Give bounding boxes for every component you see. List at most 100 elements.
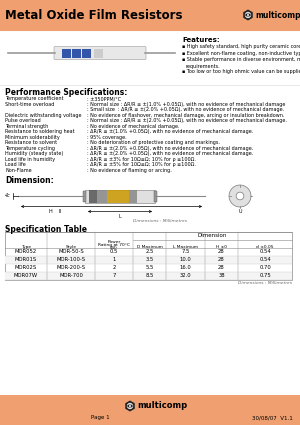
Text: Terminal strength: Terminal strength bbox=[5, 124, 48, 128]
Text: 2: 2 bbox=[112, 265, 116, 270]
Text: multicomp: multicomp bbox=[255, 11, 300, 20]
Text: MOR052: MOR052 bbox=[15, 249, 37, 254]
Text: Power: Power bbox=[107, 240, 121, 244]
Bar bbox=[82, 48, 91, 57]
Text: L: L bbox=[118, 213, 122, 218]
Text: Dimension:: Dimension: bbox=[5, 176, 54, 185]
Text: : ΔR/R ≤ ±(1.0% +0.05Ω), with no evidence of mechanical damage.: : ΔR/R ≤ ±(1.0% +0.05Ω), with no evidenc… bbox=[87, 129, 253, 134]
Ellipse shape bbox=[245, 14, 251, 17]
Text: 28: 28 bbox=[218, 265, 225, 270]
Circle shape bbox=[127, 403, 133, 409]
Bar bbox=[154, 190, 157, 201]
Bar bbox=[97, 190, 107, 202]
Text: Temperature coefficient: Temperature coefficient bbox=[5, 96, 64, 101]
FancyBboxPatch shape bbox=[54, 46, 146, 60]
Text: 0.75: 0.75 bbox=[259, 273, 271, 278]
Bar bbox=[107, 190, 119, 202]
Text: Specification Table: Specification Table bbox=[5, 224, 87, 233]
Text: : No evidence of mechanical damage.: : No evidence of mechanical damage. bbox=[87, 124, 179, 128]
Text: H ±0: H ±0 bbox=[216, 245, 227, 249]
Circle shape bbox=[236, 192, 244, 200]
Text: Dimensions : Millimetres: Dimensions : Millimetres bbox=[133, 218, 187, 223]
Text: requirements.: requirements. bbox=[186, 63, 220, 68]
Text: 3.5: 3.5 bbox=[146, 257, 154, 262]
Text: 0.54: 0.54 bbox=[259, 249, 271, 254]
Text: 5.5: 5.5 bbox=[145, 265, 154, 270]
Text: Rating at 70°C: Rating at 70°C bbox=[98, 243, 130, 247]
Circle shape bbox=[229, 185, 251, 207]
Text: Humidity (steady state): Humidity (steady state) bbox=[5, 151, 63, 156]
Text: Page 1: Page 1 bbox=[91, 415, 109, 420]
Text: L Maximum: L Maximum bbox=[173, 245, 198, 249]
Text: 7.5: 7.5 bbox=[181, 249, 190, 254]
Circle shape bbox=[129, 405, 131, 407]
Text: (W): (W) bbox=[110, 246, 118, 250]
Text: 30/08/07  V1.1: 30/08/07 V1.1 bbox=[252, 415, 293, 420]
Text: Style: Style bbox=[65, 245, 76, 249]
Text: Dimensions : Millimetres: Dimensions : Millimetres bbox=[238, 281, 292, 286]
Bar bbox=[83, 190, 86, 201]
Text: Performance Specifications:: Performance Specifications: bbox=[5, 88, 127, 97]
Bar bbox=[62, 48, 71, 57]
Text: D Maximum: D Maximum bbox=[136, 245, 162, 249]
Text: : Small size  : ΔR/R ≤ ±(2.0% +0.05Ω), with no evidence of mechanical damage.: : Small size : ΔR/R ≤ ±(2.0% +0.05Ω), wi… bbox=[87, 107, 284, 112]
Text: 4c: 4c bbox=[5, 193, 11, 198]
Text: ▪ High safety standard, high purity ceramic core.: ▪ High safety standard, high purity cera… bbox=[182, 44, 300, 49]
Text: : ±350PPM/°C: : ±350PPM/°C bbox=[87, 96, 121, 101]
Text: : ΔR/R ≤ ±3% for 10Ω≤Ω; 10% for ρ ≥100Ω.: : ΔR/R ≤ ±3% for 10Ω≤Ω; 10% for ρ ≥100Ω. bbox=[87, 156, 196, 162]
Text: ▪ Stable performance in diverse environment, meet EAJ-RC2655A: ▪ Stable performance in diverse environm… bbox=[182, 57, 300, 62]
Text: MOR01S: MOR01S bbox=[15, 257, 37, 262]
Text: 10.0: 10.0 bbox=[180, 257, 191, 262]
Text: Load life: Load life bbox=[5, 162, 26, 167]
Text: : Normal size : ΔR/R ≤ ±(2.0% +0.05Ω), with no evidence of mechanical damage.: : Normal size : ΔR/R ≤ ±(2.0% +0.05Ω), w… bbox=[87, 118, 287, 123]
Text: : No evidence of flaming or arcing.: : No evidence of flaming or arcing. bbox=[87, 167, 172, 173]
Text: : ΔR/R ≤ ±(2.0% +0.05Ω), with no evidence of mechanical damage.: : ΔR/R ≤ ±(2.0% +0.05Ω), with no evidenc… bbox=[87, 151, 253, 156]
Text: : ΔR/R ≤ ±(2.0% +0.05Ω), with no evidence of mechanical damage.: : ΔR/R ≤ ±(2.0% +0.05Ω), with no evidenc… bbox=[87, 145, 253, 150]
Text: MOR-50-S: MOR-50-S bbox=[58, 249, 84, 254]
Text: Minimum solderability: Minimum solderability bbox=[5, 134, 60, 139]
Text: 0.70: 0.70 bbox=[259, 265, 271, 270]
Text: 1: 1 bbox=[112, 257, 116, 262]
Text: 28: 28 bbox=[218, 257, 225, 262]
Text: 0.54: 0.54 bbox=[259, 257, 271, 262]
Text: d ±0.05: d ±0.05 bbox=[256, 245, 274, 249]
Bar bbox=[0, 0, 300, 30]
Text: 0.5: 0.5 bbox=[110, 249, 118, 254]
Text: 28: 28 bbox=[218, 249, 225, 254]
Text: Dimension: Dimension bbox=[198, 233, 227, 238]
Text: 8.5: 8.5 bbox=[145, 273, 154, 278]
Text: Metal Oxide Film Resistors: Metal Oxide Film Resistors bbox=[5, 8, 182, 22]
Text: H: H bbox=[48, 209, 52, 214]
Text: : Normal size : ΔR/R ≤ ±(1.0% +0.05Ω), with no evidence of mechanical damage: : Normal size : ΔR/R ≤ ±(1.0% +0.05Ω), w… bbox=[87, 102, 285, 107]
Text: : No deterioration of protective coating and markings.: : No deterioration of protective coating… bbox=[87, 140, 220, 145]
Text: U: U bbox=[238, 209, 242, 214]
Text: Features:: Features: bbox=[182, 37, 220, 43]
Text: Dielectric withstanding voltage: Dielectric withstanding voltage bbox=[5, 113, 82, 117]
Polygon shape bbox=[125, 400, 135, 411]
Circle shape bbox=[247, 14, 249, 16]
Text: 32.0: 32.0 bbox=[180, 273, 191, 278]
Polygon shape bbox=[243, 9, 253, 20]
Text: 38: 38 bbox=[218, 273, 225, 278]
Bar bbox=[0, 395, 300, 425]
Text: ▪ Excellent non-flame coating, non-inductive type available.: ▪ Excellent non-flame coating, non-induc… bbox=[182, 51, 300, 56]
Text: MOR-100-S: MOR-100-S bbox=[56, 257, 86, 262]
Text: MOR-700: MOR-700 bbox=[59, 273, 83, 278]
Bar bbox=[5, 272, 292, 280]
Text: Type: Type bbox=[21, 245, 31, 249]
Text: Load life in humidity: Load life in humidity bbox=[5, 156, 55, 162]
Text: multicomp: multicomp bbox=[137, 402, 187, 411]
Text: Pulse overload: Pulse overload bbox=[5, 118, 41, 123]
Text: MOR07W: MOR07W bbox=[14, 273, 38, 278]
Text: ▪ Too low or too high ohmic value can be supplied on a case to case basis.: ▪ Too low or too high ohmic value can be… bbox=[182, 69, 300, 74]
Bar bbox=[119, 190, 129, 202]
Bar bbox=[89, 190, 97, 202]
Bar bbox=[5, 255, 292, 264]
Bar bbox=[5, 232, 292, 280]
Bar bbox=[129, 190, 137, 202]
Bar bbox=[94, 48, 103, 57]
Text: MOR02S: MOR02S bbox=[15, 265, 37, 270]
Text: Non-Flame: Non-Flame bbox=[5, 167, 32, 173]
Text: : 95% coverage.: : 95% coverage. bbox=[87, 134, 127, 139]
Text: 7: 7 bbox=[112, 273, 116, 278]
